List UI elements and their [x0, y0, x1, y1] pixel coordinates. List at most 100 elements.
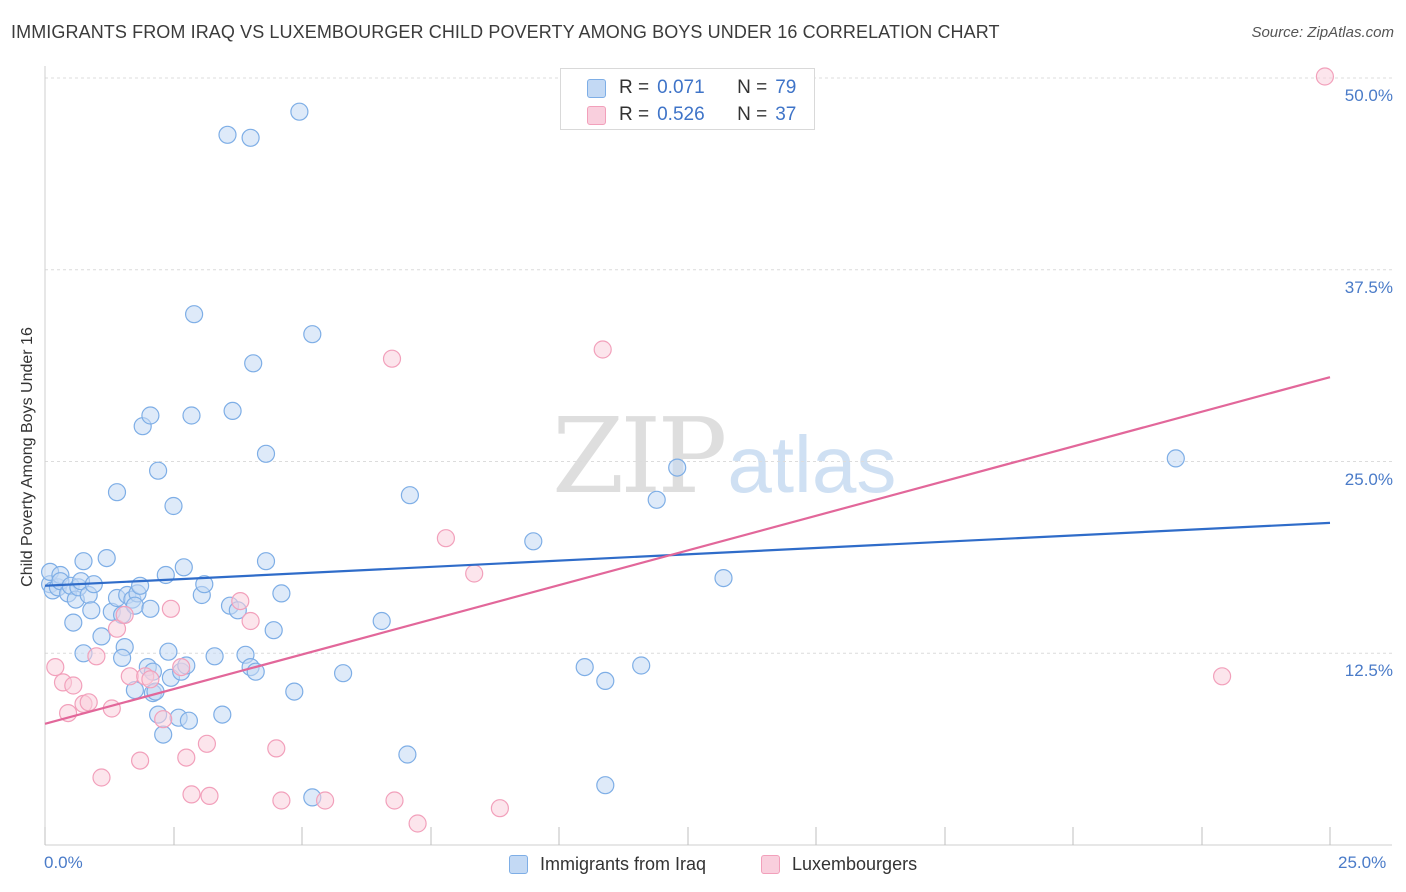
point-iraq-66 [256, 444, 276, 463]
point-iraq-53 [195, 575, 214, 594]
bottom-legend-swatch-luxembourgers [761, 854, 780, 874]
legend-n-value-iraq: 79 [775, 77, 797, 98]
trend-layer [44, 376, 1331, 725]
point-iraq-55 [213, 705, 232, 724]
point-iraq-75 [398, 745, 417, 764]
point-iraq-34 [149, 461, 168, 480]
y-tick-label-0: 12.5% [1344, 661, 1393, 681]
point-iraq-68 [272, 584, 291, 603]
legend-n-label: N = [737, 77, 768, 98]
trend-line-iraq [44, 521, 1331, 587]
bottom-legend-iraq: Immigrants from Iraq [509, 851, 706, 877]
point-iraq-79 [596, 671, 615, 691]
point-luxembourgers-35 [1315, 67, 1335, 86]
point-iraq-41 [154, 725, 173, 744]
point-iraq-58 [223, 401, 242, 420]
point-iraq-44 [164, 496, 183, 516]
point-luxembourgers-33 [593, 340, 612, 359]
point-luxembourgers-23 [241, 611, 260, 631]
point-iraq-84 [714, 568, 733, 588]
point-iraq-69 [285, 682, 304, 701]
legend-row-iraq: R = 0.071 N = 79 [587, 77, 797, 99]
point-luxembourgers-17 [172, 657, 191, 677]
point-iraq-14 [82, 601, 101, 620]
point-iraq-80 [596, 776, 615, 795]
legend-swatch-luxembourgers [587, 105, 606, 125]
point-luxembourgers-7 [92, 768, 111, 787]
bottom-legend-label-iraq: Immigrants from Iraq [540, 853, 707, 874]
point-luxembourgers-14 [141, 670, 160, 689]
point-luxembourgers-30 [436, 529, 455, 548]
point-iraq-8 [64, 613, 83, 632]
point-iraq-51 [185, 305, 204, 324]
axis-layer [44, 66, 1392, 846]
point-luxembourgers-32 [490, 799, 509, 818]
point-iraq-81 [632, 656, 651, 675]
legend-r-label: R = [619, 104, 650, 125]
series-immigrants-from-iraq [40, 102, 1185, 807]
point-iraq-54 [205, 647, 224, 666]
point-iraq-20 [97, 548, 116, 568]
legend-row-luxembourgers: R = 0.526 N = 37 [587, 104, 797, 126]
point-luxembourgers-12 [131, 751, 150, 770]
point-iraq-82 [647, 490, 666, 509]
point-luxembourgers-15 [154, 710, 173, 729]
point-iraq-74 [372, 611, 391, 631]
point-iraq-73 [334, 664, 353, 683]
chart-source: Source: ZipAtlas.com [1251, 24, 1394, 41]
point-iraq-76 [400, 486, 419, 505]
point-iraq-77 [524, 532, 543, 551]
point-iraq-28 [107, 483, 127, 502]
point-iraq-64 [244, 354, 263, 373]
point-iraq-29 [112, 648, 132, 668]
point-luxembourgers-18 [177, 748, 196, 767]
legend-r-label: R = [619, 77, 650, 98]
point-iraq-15 [74, 552, 93, 571]
point-luxembourgers-10 [115, 605, 134, 625]
point-iraq-48 [174, 558, 193, 577]
legend-r-value-luxembourgers: 0.526 [657, 104, 705, 125]
y-tick-label-1: 25.0% [1344, 469, 1393, 489]
series-luxembourgers [46, 67, 1335, 833]
point-iraq-56 [218, 125, 237, 144]
point-luxembourgers-5 [79, 693, 98, 712]
point-iraq-83 [668, 458, 687, 477]
point-luxembourgers-28 [385, 791, 404, 810]
y-tick-label-3: 50.0% [1344, 86, 1393, 105]
point-iraq-65 [256, 552, 276, 571]
point-iraq-78 [575, 657, 594, 677]
point-luxembourgers-11 [120, 667, 139, 686]
point-iraq-42 [159, 642, 178, 661]
point-luxembourgers-3 [64, 676, 83, 695]
point-luxembourgers-26 [316, 791, 335, 810]
correlation-legend: R = 0.071 N = 79 R = 0.526 N = 37 [560, 68, 815, 130]
x-tick-label-min: 0.0% [44, 853, 83, 872]
bottom-legend-swatch-iraq [509, 854, 528, 874]
point-luxembourgers-31 [465, 564, 484, 583]
y-tick-label-2: 37.5% [1344, 277, 1393, 297]
point-luxembourgers-27 [382, 349, 402, 368]
bottom-legend-label-luxembourgers: Luxembourgers [792, 853, 918, 874]
point-luxembourgers-19 [182, 785, 201, 804]
x-tick-label-max: 25.0% [1338, 853, 1387, 872]
point-iraq-36 [141, 599, 160, 618]
point-luxembourgers-16 [161, 599, 180, 618]
point-iraq-85 [1166, 449, 1185, 468]
point-luxembourgers-20 [197, 734, 216, 753]
point-luxembourgers-6 [87, 647, 106, 666]
point-luxembourgers-24 [267, 739, 286, 758]
trend-line-luxembourgers [44, 376, 1331, 725]
legend-n-value-luxembourgers: 37 [775, 104, 797, 125]
chart-title: IMMIGRANTS FROM IRAQ VS LUXEMBOURGER CHI… [11, 22, 1000, 42]
point-iraq-67 [264, 621, 283, 640]
point-iraq-31 [141, 406, 160, 425]
point-luxembourgers-29 [408, 814, 427, 833]
point-iraq-61 [241, 128, 260, 147]
point-iraq-50 [182, 406, 201, 425]
legend-swatch-iraq [587, 78, 606, 98]
point-iraq-49 [179, 711, 198, 730]
point-iraq-72 [303, 325, 322, 344]
point-iraq-70 [290, 102, 309, 121]
point-luxembourgers-9 [107, 619, 127, 638]
